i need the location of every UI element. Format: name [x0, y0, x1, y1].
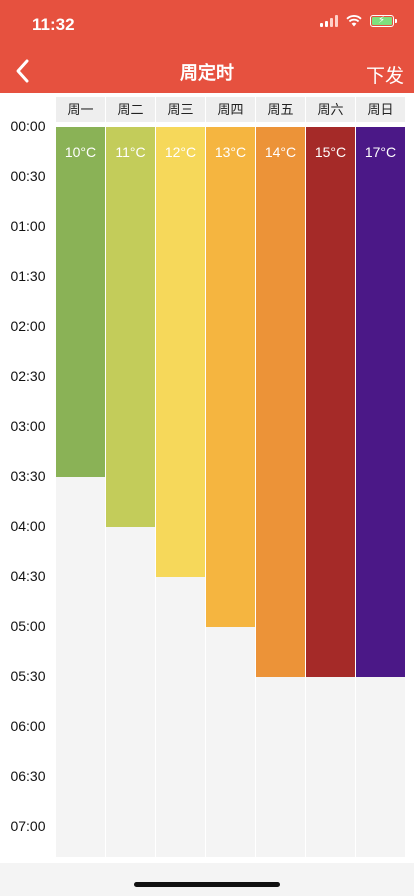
day-header-thu: 周四: [206, 97, 255, 122]
send-button[interactable]: 下发: [365, 66, 404, 87]
day-column[interactable]: 11°C: [106, 127, 155, 857]
temperature-label: 11°C: [115, 144, 146, 160]
chevron-left-icon: [16, 59, 29, 83]
schedule-block[interactable]: 17°C: [356, 127, 405, 677]
time-label: 04:00: [10, 518, 46, 534]
day-header-mon: 周一: [56, 97, 105, 122]
time-label: 01:30: [10, 268, 46, 284]
time-label: 06:30: [10, 768, 46, 784]
temperature-label: 12°C: [164, 144, 197, 160]
time-label: 05:30: [10, 668, 46, 684]
time-label: 04:30: [10, 568, 46, 584]
schedule-block[interactable]: 15°C: [306, 127, 355, 677]
day-header-wed: 周三: [156, 97, 205, 122]
status-bar: 11:32 ⚡: [0, 0, 414, 48]
page-title: 周定时: [180, 63, 234, 83]
weekly-schedule-grid: 周一 周二 周三 周四 周五 周六 周日 00:00 00:30 01:00 01:3…: [0, 93, 414, 863]
day-column[interactable]: 12°C: [156, 127, 205, 857]
temperature-label: 15°C: [314, 144, 347, 160]
temperature-label: 17°C: [364, 144, 397, 160]
time-label: 05:00: [10, 618, 46, 634]
day-column[interactable]: 15°C: [306, 127, 355, 857]
day-header-sat: 周六: [306, 97, 355, 122]
time-label: 07:00: [10, 818, 46, 834]
time-label: 02:30: [10, 368, 46, 384]
schedule-block[interactable]: 14°C: [256, 127, 305, 677]
time-label: 02:00: [10, 318, 46, 334]
day-column[interactable]: 14°C: [256, 127, 305, 857]
time-label: 01:00: [10, 218, 46, 234]
header-bar: 11:32 ⚡ 周定时 下发: [0, 0, 414, 93]
day-column[interactable]: 13°C: [206, 127, 255, 857]
day-column[interactable]: 10°C: [56, 127, 105, 857]
day-header-tue: 周二: [106, 97, 155, 122]
temperature-label: 14°C: [264, 144, 297, 160]
status-icons: ⚡: [320, 15, 397, 27]
time-label: 00:00: [10, 118, 46, 134]
wifi-icon: [346, 15, 362, 27]
time-label: 03:00: [10, 418, 46, 434]
day-header-fri: 周五: [256, 97, 305, 122]
home-indicator: [134, 882, 280, 887]
temperature-label: 13°C: [214, 144, 247, 160]
nav-bar: 周定时 下发: [0, 48, 414, 93]
schedule-block[interactable]: 11°C: [106, 127, 155, 527]
back-button[interactable]: [8, 54, 38, 88]
schedule-block[interactable]: 13°C: [206, 127, 255, 627]
time-axis: 00:00 00:30 01:00 01:30 02:00 02:30 03:00 03:30…: [0, 93, 56, 863]
day-header-row: 周一 周二 周三 周四 周五 周六 周日: [56, 97, 406, 122]
schedule-block[interactable]: 12°C: [156, 127, 205, 577]
time-label: 00:30: [10, 168, 46, 184]
schedule-block[interactable]: 10°C: [56, 127, 105, 477]
day-column[interactable]: 17°C: [356, 127, 405, 857]
time-label: 06:00: [10, 718, 46, 734]
temperature-label: 10°C: [64, 144, 97, 160]
status-time: 11:32: [32, 15, 75, 34]
signal-icon: [320, 15, 338, 27]
battery-charging-icon: ⚡: [370, 15, 397, 27]
day-header-sun: 周日: [356, 97, 405, 122]
time-label: 03:30: [10, 468, 46, 484]
